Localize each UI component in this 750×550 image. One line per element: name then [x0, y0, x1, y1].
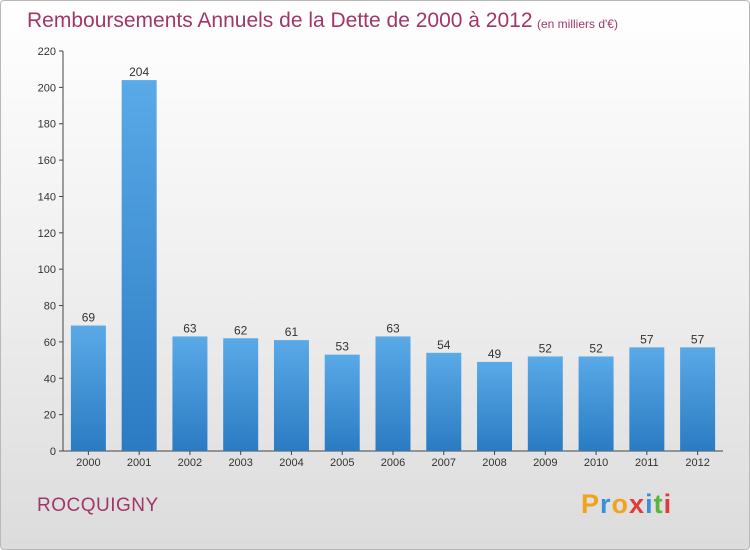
y-tick-label: 80 [44, 301, 56, 313]
bar-2004 [273, 340, 309, 451]
y-tick-label: 20 [44, 410, 56, 422]
bar-2001 [121, 80, 157, 451]
bar-2005 [324, 354, 360, 451]
bar-2003 [223, 338, 259, 451]
x-tick-label: 2001 [127, 457, 151, 469]
x-tick-label: 2003 [228, 457, 252, 469]
bar-2008 [477, 361, 513, 451]
bar-2009 [527, 356, 563, 451]
value-label: 53 [336, 340, 350, 354]
x-tick-label: 2007 [432, 457, 456, 469]
x-tick-label: 2008 [482, 457, 506, 469]
value-label: 49 [488, 347, 502, 361]
x-tick-label: 2012 [685, 457, 709, 469]
y-tick-label: 200 [38, 82, 56, 94]
y-tick-label: 100 [38, 264, 56, 276]
x-tick-label: 2010 [584, 457, 608, 469]
value-label: 57 [640, 332, 654, 346]
bar-2011 [629, 347, 665, 451]
x-tick-label: 2009 [533, 457, 557, 469]
y-tick-label: 0 [50, 446, 56, 458]
proxiti-logo[interactable]: Proxiti [581, 489, 673, 519]
value-label: 57 [691, 332, 705, 346]
value-label: 63 [183, 321, 197, 335]
bar-2000 [70, 325, 106, 451]
bar-2007 [426, 352, 462, 451]
bar-2010 [578, 356, 614, 451]
chart-labels: 2000 69 2001 204 2002 63 2003 62 2004 61 2005 53 200… [76, 65, 710, 469]
y-tick-label: 160 [38, 155, 56, 167]
bar-2006 [375, 336, 411, 451]
x-tick-label: 2002 [178, 457, 202, 469]
value-label: 52 [589, 341, 603, 355]
value-label: 62 [234, 323, 248, 337]
chart-unit: (en milliers d'€) [537, 17, 618, 31]
y-tick-label: 60 [44, 337, 56, 349]
value-label: 61 [285, 325, 299, 339]
value-label: 54 [437, 338, 451, 352]
x-tick-label: 2004 [279, 457, 303, 469]
bar-2002 [172, 336, 208, 451]
commune-name: ROCQUIGNY [37, 495, 159, 516]
value-label: 69 [82, 311, 96, 325]
value-label: 63 [386, 321, 400, 335]
y-tick-label: 140 [38, 191, 56, 203]
x-tick-label: 2011 [635, 457, 659, 469]
x-tick-label: 2005 [330, 457, 354, 469]
chart-bars [70, 80, 716, 451]
x-tick-label: 2006 [381, 457, 405, 469]
y-tick-label: 180 [38, 119, 56, 131]
bar-2012 [680, 347, 716, 451]
y-tick-label: 120 [38, 228, 56, 240]
y-tick-label: 220 [38, 46, 56, 58]
x-tick-label: 2000 [76, 457, 100, 469]
value-label: 52 [539, 341, 553, 355]
value-label: 204 [129, 65, 149, 79]
y-tick-label: 40 [44, 373, 56, 385]
chart-title: Remboursements Annuels de la Dette de 20… [27, 9, 533, 32]
